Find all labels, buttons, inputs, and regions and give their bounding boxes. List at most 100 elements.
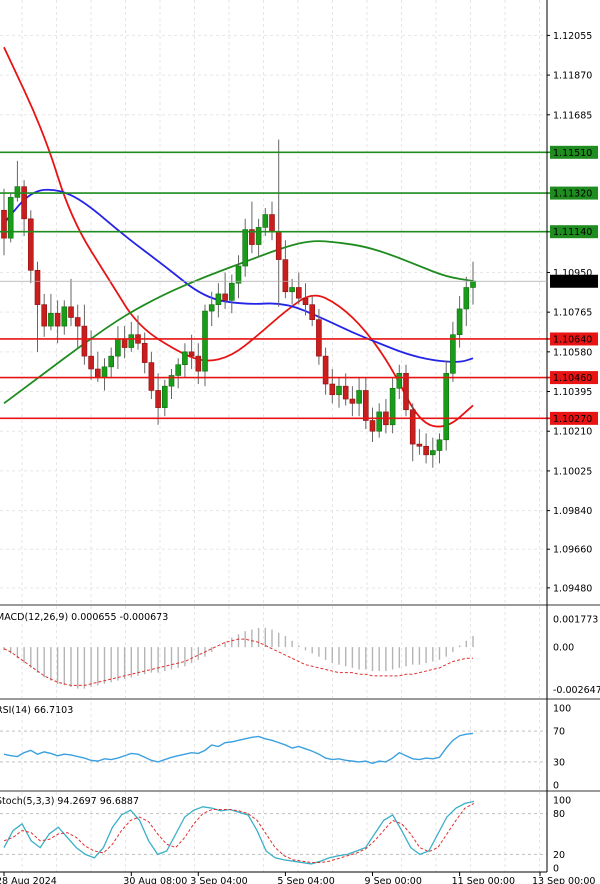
candle-body bbox=[403, 372, 409, 411]
macd-label: MACD(12,26,9) 0.000655 -0.000673 bbox=[0, 612, 168, 623]
stoch-k-line bbox=[3, 800, 475, 865]
candle-body bbox=[202, 310, 208, 372]
resistance-level-tag bbox=[550, 225, 598, 239]
candle-body bbox=[1, 209, 7, 239]
moving-average-line bbox=[3, 240, 474, 405]
candle-body bbox=[235, 265, 242, 284]
support-level-label: 1.10460 bbox=[553, 373, 592, 384]
candle-body bbox=[429, 450, 436, 456]
price-tick-label: 1.10765 bbox=[553, 308, 592, 319]
candle-body bbox=[162, 385, 168, 408]
candle-body bbox=[295, 287, 302, 299]
stoch-tick-label: 20 bbox=[553, 850, 565, 861]
candle-body bbox=[101, 366, 108, 378]
candle-body bbox=[389, 388, 396, 426]
time-tick-label: 9 Sep 00:00 bbox=[365, 876, 422, 884]
candle-body bbox=[175, 364, 181, 376]
candle-body bbox=[128, 334, 135, 348]
price-tick-label: 1.10580 bbox=[553, 347, 592, 358]
support-level-tag bbox=[550, 371, 598, 385]
candle-body bbox=[229, 282, 235, 301]
time-tick-label: 3 Sep 04:00 bbox=[190, 876, 247, 884]
candle-body bbox=[275, 231, 282, 260]
candle-body bbox=[215, 293, 222, 305]
candle-body bbox=[450, 334, 456, 374]
candle-body bbox=[95, 368, 101, 378]
candle-body bbox=[188, 351, 195, 357]
candle-body bbox=[463, 287, 470, 310]
candle-body bbox=[329, 383, 336, 396]
candle-body bbox=[470, 280, 476, 288]
candle-body bbox=[349, 398, 356, 404]
candle-body bbox=[27, 218, 34, 271]
moving-average-line bbox=[3, 188, 474, 363]
candle-body bbox=[41, 304, 48, 327]
resistance-level-label: 1.11320 bbox=[553, 189, 592, 200]
rsi-tick-label: 0 bbox=[553, 781, 559, 792]
candle-body bbox=[195, 355, 202, 372]
candle-body bbox=[316, 319, 322, 357]
candle-body bbox=[255, 227, 262, 245]
support-level-label: 1.10640 bbox=[553, 334, 592, 345]
price-tick-label: 1.11685 bbox=[553, 110, 592, 121]
candle-body bbox=[68, 306, 74, 318]
candle-body bbox=[182, 351, 188, 366]
current-price-label: 1.10909 bbox=[553, 277, 592, 288]
candle-body bbox=[222, 293, 228, 301]
price-tick-label: 1.09660 bbox=[553, 545, 592, 556]
rsi-tick-label: 100 bbox=[553, 704, 571, 715]
time-tick-label: 28 Aug 2024 bbox=[0, 876, 57, 884]
support-level-label: 1.10270 bbox=[553, 414, 592, 425]
candle-body bbox=[242, 229, 248, 267]
resistance-level-tag bbox=[550, 145, 598, 159]
candle-body bbox=[289, 287, 295, 293]
candle-body bbox=[249, 229, 255, 245]
current-price-tag bbox=[550, 274, 598, 288]
candles bbox=[1, 139, 476, 468]
price-tick-label: 1.09840 bbox=[553, 506, 592, 517]
price-tick-label: 1.10210 bbox=[553, 427, 592, 438]
price-tick-label: 1.12055 bbox=[553, 31, 592, 42]
rsi-label: RSI(14) 66.7103 bbox=[0, 705, 73, 716]
candle-body bbox=[423, 445, 429, 456]
candle-body bbox=[121, 338, 128, 348]
candle-body bbox=[443, 372, 450, 441]
price-tick-label: 1.10950 bbox=[553, 268, 592, 279]
stoch-tick-label: 100 bbox=[553, 796, 571, 807]
subpanels: MACD(12,26,9) 0.000655 -0.000673 RSI(14) … bbox=[0, 612, 547, 865]
candle-body bbox=[342, 385, 349, 400]
candle-body bbox=[436, 439, 443, 451]
candle-body bbox=[88, 355, 94, 370]
candle-body bbox=[21, 186, 27, 220]
candle-body bbox=[54, 312, 61, 327]
resistance-level-label: 1.11510 bbox=[553, 148, 592, 159]
time-tick-label: 5 Sep 04:00 bbox=[277, 876, 334, 884]
candle-body bbox=[48, 312, 54, 327]
rsi-tick-label: 70 bbox=[553, 727, 565, 738]
time-tick-label: 11 Sep 00:00 bbox=[452, 876, 515, 884]
candle-body bbox=[396, 372, 403, 389]
stoch-label: Stoch(5,3,3) 94.2697 96.6887 bbox=[0, 796, 139, 807]
candle-body bbox=[208, 304, 215, 312]
candle-body bbox=[456, 308, 463, 335]
candle-body bbox=[34, 270, 41, 305]
candle-body bbox=[362, 390, 369, 421]
candle-body bbox=[148, 362, 155, 391]
candle-body bbox=[282, 259, 289, 293]
support-level-tag bbox=[550, 332, 598, 346]
resistance-level-label: 1.11140 bbox=[553, 227, 592, 238]
stoch-d-line bbox=[3, 802, 475, 864]
rsi-line bbox=[3, 732, 474, 765]
candle-body bbox=[141, 342, 148, 363]
candle-body bbox=[155, 390, 161, 408]
moving-average-line bbox=[3, 46, 474, 428]
candle-body bbox=[269, 214, 275, 233]
candle-body bbox=[61, 306, 68, 327]
candle-body bbox=[416, 443, 423, 447]
price-tick-label: 1.09480 bbox=[553, 583, 592, 594]
macd-signal-line bbox=[3, 638, 473, 686]
candle-body bbox=[369, 420, 376, 432]
candle-body bbox=[336, 385, 342, 396]
